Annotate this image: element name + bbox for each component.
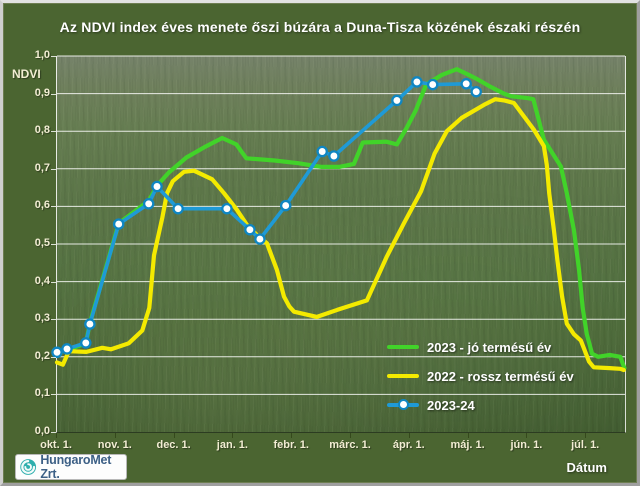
chart-title: Az NDVI index éves menete őszi búzára a … (59, 19, 581, 35)
data-point-marker (61, 343, 73, 355)
data-point-marker (51, 346, 63, 359)
y-tick-mark (51, 56, 56, 57)
x-tick-label: jan. 1. (216, 439, 248, 451)
legend-label: 2023 - jó termésű év (427, 339, 552, 355)
x-tick-mark (350, 433, 351, 438)
logo-text: HungaroMet Zrt. (40, 453, 112, 481)
x-axis-title: Dátum (566, 460, 607, 475)
legend-marker-dot (398, 399, 409, 410)
data-point-marker (391, 94, 403, 107)
x-tick-label: okt. 1. (40, 439, 72, 451)
x-tick-label: nov. 1. (97, 439, 132, 451)
spiral-icon (20, 459, 37, 475)
data-point-marker (84, 318, 96, 330)
data-point-marker (426, 78, 439, 91)
y-tick-mark (51, 168, 56, 170)
x-tick-label: máj. 1. (450, 439, 485, 451)
y-tick-mark (51, 319, 56, 321)
legend-swatch (387, 374, 419, 378)
y-tick-label: 0,8 (34, 124, 50, 137)
series-line (54, 67, 627, 371)
y-tick-label: 0,1 (34, 387, 50, 400)
data-point-marker (316, 145, 328, 158)
data-point-marker (470, 85, 482, 98)
x-tick-mark (291, 433, 293, 438)
data-point-marker (244, 223, 256, 236)
y-tick-mark (51, 356, 56, 358)
x-tick-mark (114, 433, 116, 438)
series-line (54, 97, 626, 373)
legend-label: 2023-24 (427, 397, 475, 413)
legend-label: 2022 - rossz termésű év (427, 368, 574, 384)
x-tick-label: febr. 1. (273, 439, 309, 451)
x-tick-mark (585, 433, 587, 438)
legend-item: 2022 - rossz termésű év (387, 367, 574, 385)
y-tick-label: 1,0 (34, 49, 50, 61)
legend-item: 2023-24 (387, 396, 475, 414)
data-point-marker (112, 218, 125, 230)
y-tick-label: 0,5 (34, 237, 50, 249)
data-point-marker (279, 199, 292, 212)
x-tick-mark (232, 433, 234, 438)
y-tick-mark (51, 394, 56, 396)
x-tick-label: márc. 1. (329, 439, 371, 451)
y-tick-label: 0,2 (34, 349, 50, 362)
data-point-marker (254, 233, 266, 245)
y-tick-mark (51, 432, 56, 433)
y-tick-mark (51, 93, 56, 95)
y-tick-label: 0,4 (34, 274, 50, 287)
x-tick-label: ápr. 1. (392, 439, 425, 451)
hungaromet-logo: HungaroMet Zrt. (15, 453, 127, 481)
data-point-marker (221, 202, 233, 215)
x-tick-mark (56, 433, 57, 438)
y-tick-mark (51, 244, 56, 245)
legend-swatch (387, 399, 419, 410)
y-tick-mark (51, 131, 56, 133)
data-point-marker (151, 180, 163, 193)
y-tick-mark (51, 281, 56, 283)
y-tick-label: 0,0 (34, 425, 50, 437)
y-tick-label: 0,7 (34, 161, 50, 174)
x-tick-mark (408, 433, 410, 438)
legend-item: 2023 - jó termésű év (387, 338, 551, 356)
x-tick-mark (173, 433, 175, 438)
legend-swatch (387, 345, 419, 349)
data-point-marker (142, 198, 155, 210)
x-tick-mark (467, 433, 469, 438)
y-tick-mark (51, 206, 56, 208)
x-tick-label: júl. 1. (571, 439, 600, 451)
y-axis-title: NDVI (12, 67, 41, 81)
plot-area (51, 55, 627, 433)
data-point-marker (411, 76, 423, 88)
y-tick-label: 0,3 (34, 312, 50, 325)
x-tick-mark (526, 433, 528, 438)
y-tick-label: 0,9 (34, 86, 50, 99)
data-point-marker (172, 202, 184, 215)
series-line (55, 80, 478, 355)
data-point-marker (460, 78, 472, 90)
data-point-marker (80, 337, 92, 349)
x-tick-label: jún. 1. (510, 439, 543, 451)
y-tick-label: 0,6 (34, 199, 50, 212)
data-point-marker (328, 150, 340, 162)
chart-canvas (51, 55, 627, 395)
x-tick-label: dec. 1. (156, 439, 191, 451)
